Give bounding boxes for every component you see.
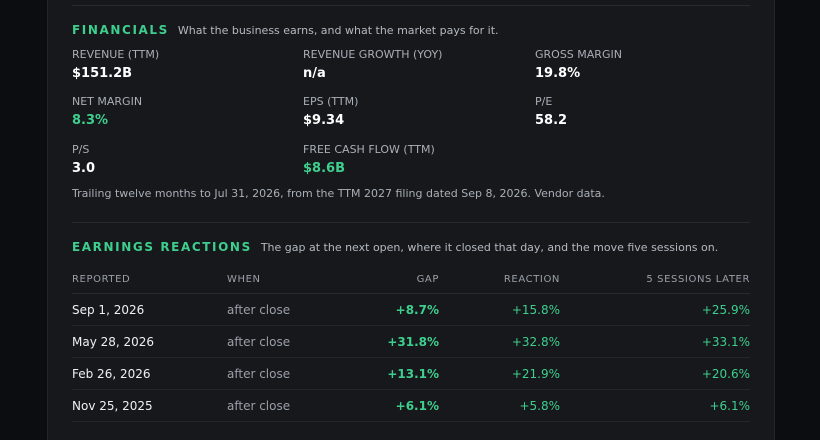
earnings-subtitle: The gap at the next open, where it close… [260, 241, 719, 254]
cell-reported: Feb 26, 2026 [72, 357, 227, 390]
column-header-5-sessions-later: 5 SESSIONS LATER [560, 266, 750, 294]
stock-detail-panel: FINANCIALS What the business earns, and … [47, 0, 775, 440]
column-header-reported: REPORTED [72, 266, 227, 294]
metric-value: $8.6B [303, 161, 345, 176]
table-header-row: REPORTED WHEN GAP REACTION 5 SESSIONS LA… [72, 266, 750, 294]
table-row: Nov 25, 2025 after close +6.1% +5.8% +6.… [72, 389, 750, 422]
financials-footnote: Trailing twelve months to Jul 31, 2026, … [72, 187, 605, 200]
metric-label: EPS (TTM) [303, 95, 359, 108]
column-header-reaction: REACTION [439, 266, 560, 294]
cell-5-sessions-later: +33.1% [560, 325, 750, 358]
metric-free-cash-flow: FREE CASH FLOW (TTM) $8.6B [303, 143, 435, 176]
cell-gap: +31.8% [337, 325, 439, 358]
metric-label: FREE CASH FLOW (TTM) [303, 143, 435, 156]
metric-ps: P/S 3.0 [72, 143, 95, 176]
cell-5-sessions-later: +25.9% [560, 293, 750, 326]
cell-when: after close [227, 293, 337, 326]
metric-label: REVENUE (TTM) [72, 48, 160, 61]
table-row: Sep 1, 2026 after close +8.7% +15.8% +25… [72, 293, 750, 326]
cell-when: after close [227, 357, 337, 390]
cell-reported: May 28, 2026 [72, 325, 227, 358]
cell-reaction: +15.8% [439, 293, 560, 326]
cell-reaction: +5.8% [439, 389, 560, 422]
financials-header: FINANCIALS What the business earns, and … [72, 23, 499, 37]
table-row: May 28, 2026 after close +31.8% +32.8% +… [72, 325, 750, 358]
metric-gross-margin: GROSS MARGIN 19.8% [535, 48, 622, 81]
metric-value: $9.34 [303, 113, 345, 128]
metric-label: GROSS MARGIN [535, 48, 622, 61]
metric-eps: EPS (TTM) $9.34 [303, 95, 358, 128]
financials-title: FINANCIALS [72, 23, 169, 37]
metric-revenue: REVENUE (TTM) $151.2B [72, 48, 159, 81]
metric-label: P/E [535, 95, 553, 108]
cell-when: after close [227, 389, 337, 422]
metric-value: 8.3% [72, 113, 109, 128]
metric-revenue-growth: REVENUE GROWTH (YOY) n/a [303, 48, 442, 81]
earnings-header: EARNINGS REACTIONS The gap at the next o… [72, 240, 718, 254]
column-header-gap: GAP [337, 266, 439, 294]
metric-label: P/S [72, 143, 90, 156]
column-header-when: WHEN [227, 266, 337, 294]
metric-label: NET MARGIN [72, 95, 143, 108]
cell-gap: +8.7% [337, 293, 439, 326]
metric-value: n/a [303, 66, 326, 81]
divider-top [72, 5, 750, 6]
earnings-title: EARNINGS REACTIONS [72, 240, 252, 254]
financials-subtitle: What the business earns, and what the ma… [177, 24, 499, 37]
metric-value: 3.0 [72, 161, 96, 176]
metric-value: 19.8% [535, 66, 581, 81]
cell-reported: Nov 25, 2025 [72, 389, 227, 422]
metric-value: $151.2B [72, 66, 133, 81]
cell-reaction: +32.8% [439, 325, 560, 358]
cell-reported: Sep 1, 2026 [72, 293, 227, 326]
earnings-table: REPORTED WHEN GAP REACTION 5 SESSIONS LA… [72, 266, 750, 422]
metric-value: 58.2 [535, 113, 568, 128]
metric-label: REVENUE GROWTH (YOY) [303, 48, 443, 61]
table-row: Feb 26, 2026 after close +13.1% +21.9% +… [72, 357, 750, 390]
cell-gap: +6.1% [337, 389, 439, 422]
metric-net-margin: NET MARGIN 8.3% [72, 95, 142, 128]
divider-mid [72, 222, 750, 223]
cell-5-sessions-later: +6.1% [560, 389, 750, 422]
cell-5-sessions-later: +20.6% [560, 357, 750, 390]
cell-gap: +13.1% [337, 357, 439, 390]
cell-reaction: +21.9% [439, 357, 560, 390]
metric-pe: P/E 58.2 [535, 95, 567, 128]
cell-when: after close [227, 325, 337, 358]
